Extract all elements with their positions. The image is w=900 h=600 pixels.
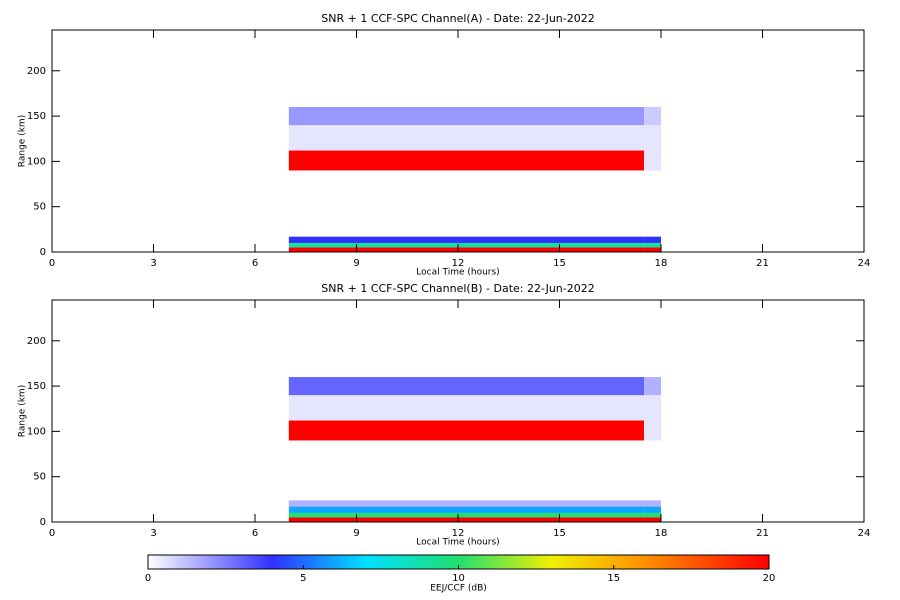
y-tick-label: 0 xyxy=(40,247,46,258)
y-tick-label: 100 xyxy=(27,426,46,437)
heatmap-cell xyxy=(288,236,645,243)
y-axis-label: Range (km) xyxy=(18,385,28,437)
x-tick-label: 21 xyxy=(756,528,769,539)
x-tick-label: 6 xyxy=(252,258,258,269)
heatmap-cell xyxy=(644,377,661,396)
y-tick-label: 50 xyxy=(33,202,46,213)
heatmap-cell xyxy=(644,30,661,108)
x-tick-label: 0 xyxy=(49,528,55,539)
colorbar-tick-label: 15 xyxy=(607,573,620,584)
heatmap-cell xyxy=(644,500,661,507)
chart-title: SNR + 1 CCF-SPC Channel(A) - Date: 22-Ju… xyxy=(321,12,594,25)
heatmap-cell xyxy=(644,150,661,171)
heatmap-cell xyxy=(288,420,645,441)
heatmap-cell xyxy=(288,247,645,252)
heatmap-cell xyxy=(644,247,661,252)
heatmap-cell xyxy=(644,512,661,518)
heatmap-cell xyxy=(644,420,661,441)
colorbar-tick-label: 10 xyxy=(452,573,465,584)
heatmap-cell xyxy=(644,395,661,421)
colorbar-tick-label: 0 xyxy=(145,573,151,584)
colorbar-tick-label: 20 xyxy=(763,573,776,584)
heatmap-cell xyxy=(644,125,661,151)
x-tick-label: 15 xyxy=(553,258,566,269)
heatmap-cell xyxy=(288,517,645,522)
colorbar-tick-label: 5 xyxy=(300,573,306,584)
y-tick-label: 100 xyxy=(27,156,46,167)
x-tick-label: 9 xyxy=(353,258,359,269)
heatmap-cell xyxy=(644,170,661,237)
heatmap-cell xyxy=(644,242,661,248)
chart-title: SNR + 1 CCF-SPC Channel(B) - Date: 22-Ju… xyxy=(321,282,595,295)
heatmap-cell xyxy=(288,506,645,513)
heatmap-cell xyxy=(644,107,661,126)
x-tick-label: 24 xyxy=(858,528,871,539)
x-tick-label: 3 xyxy=(150,528,156,539)
x-tick-label: 0 xyxy=(49,258,55,269)
x-tick-label: 9 xyxy=(353,528,359,539)
heatmap-cell xyxy=(644,300,661,378)
heatmap-cell xyxy=(288,512,645,518)
y-tick-label: 200 xyxy=(27,336,46,347)
heatmap-cell xyxy=(288,440,645,501)
heatmap-cell xyxy=(288,300,645,378)
y-tick-label: 200 xyxy=(27,66,46,77)
heatmap-cell xyxy=(288,30,645,108)
heatmap-cell xyxy=(644,517,661,522)
x-tick-label: 12 xyxy=(452,528,465,539)
y-tick-label: 150 xyxy=(27,111,46,122)
y-axis-label: Range (km) xyxy=(18,115,28,167)
heatmap-cell xyxy=(288,170,645,237)
y-tick-label: 50 xyxy=(33,472,46,483)
heatmap-cell xyxy=(644,506,661,513)
y-tick-label: 150 xyxy=(27,381,46,392)
y-tick-label: 0 xyxy=(40,517,46,528)
x-axis-label: Local Time (hours) xyxy=(416,538,499,548)
heatmap-cell xyxy=(644,440,661,501)
x-tick-label: 6 xyxy=(252,528,258,539)
x-tick-label: 15 xyxy=(553,528,566,539)
x-tick-label: 21 xyxy=(756,258,769,269)
heatmap-cell xyxy=(288,242,645,248)
heatmap-cell xyxy=(288,107,645,126)
x-tick-label: 3 xyxy=(150,258,156,269)
x-tick-label: 18 xyxy=(655,258,668,269)
heatmap-cell xyxy=(288,125,645,151)
x-tick-label: 12 xyxy=(452,258,465,269)
heatmap-cell xyxy=(288,377,645,396)
heatmap-cell xyxy=(644,236,661,243)
colorbar-label: EEJ/CCF (dB) xyxy=(430,584,487,594)
x-tick-label: 18 xyxy=(655,528,668,539)
heatmap-cell xyxy=(288,150,645,171)
x-tick-label: 24 xyxy=(858,258,871,269)
x-axis-label: Local Time (hours) xyxy=(416,268,499,278)
heatmap-cell xyxy=(288,500,645,507)
heatmap-cell xyxy=(288,395,645,421)
